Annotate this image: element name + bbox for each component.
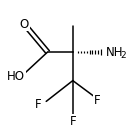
Text: 2: 2 [120,51,126,60]
Text: F: F [35,98,42,111]
Text: F: F [69,115,76,128]
Text: NH: NH [106,46,123,58]
Text: O: O [20,18,29,31]
Text: HO: HO [7,70,25,83]
Text: F: F [94,94,101,107]
